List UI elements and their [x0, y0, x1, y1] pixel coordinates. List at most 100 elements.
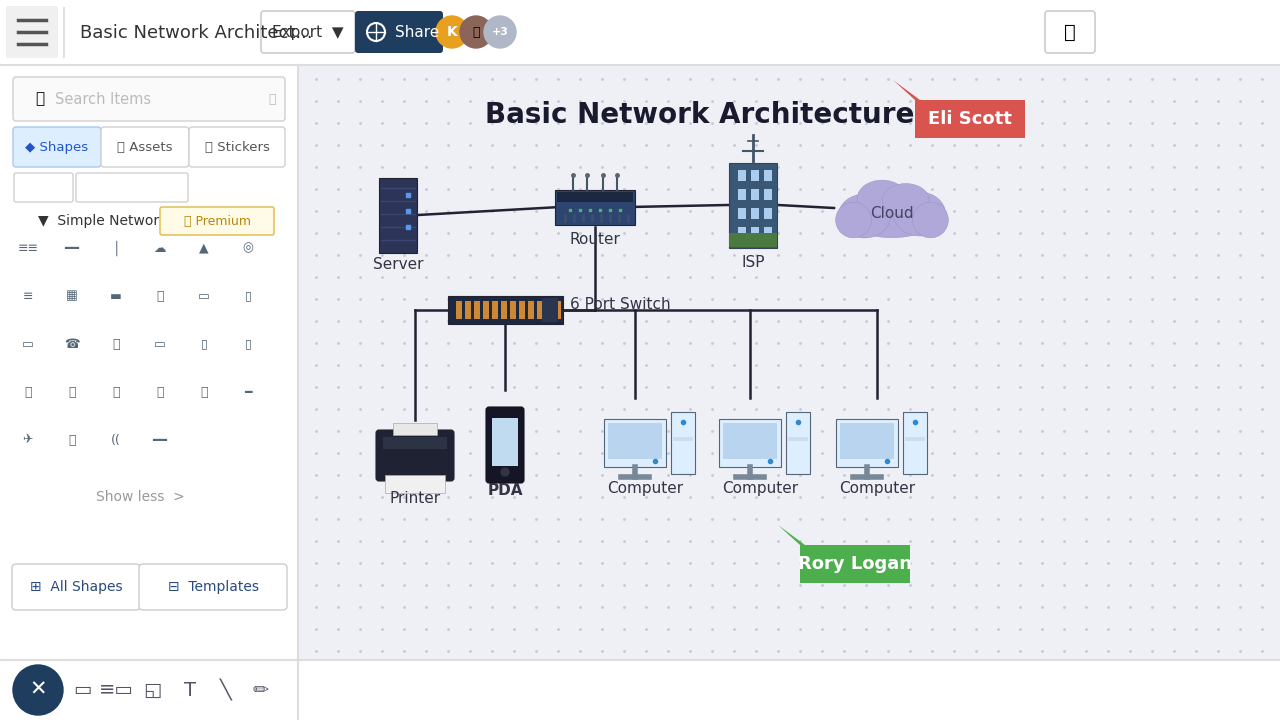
FancyBboxPatch shape: [379, 178, 417, 253]
FancyBboxPatch shape: [556, 301, 561, 319]
Text: ━━: ━━: [152, 433, 168, 446]
FancyBboxPatch shape: [0, 65, 298, 720]
Text: Basic Network Architecture: Basic Network Architecture: [485, 101, 915, 129]
Text: ⬛: ⬛: [68, 433, 76, 446]
Text: ISP: ISP: [741, 255, 764, 270]
Text: 6 Port Switch: 6 Port Switch: [570, 297, 671, 312]
FancyBboxPatch shape: [604, 419, 666, 467]
Text: K: K: [447, 25, 457, 39]
Text: 📱: 📱: [156, 385, 164, 398]
FancyBboxPatch shape: [492, 301, 498, 319]
FancyBboxPatch shape: [0, 660, 1280, 720]
Text: Share: Share: [396, 24, 439, 40]
FancyBboxPatch shape: [751, 189, 759, 200]
FancyBboxPatch shape: [140, 564, 287, 610]
Ellipse shape: [913, 202, 948, 238]
FancyBboxPatch shape: [902, 412, 927, 474]
Polygon shape: [893, 80, 920, 100]
FancyBboxPatch shape: [739, 227, 746, 238]
FancyBboxPatch shape: [764, 208, 772, 219]
Text: ▯: ▯: [201, 338, 207, 351]
Text: ((: ((: [111, 433, 120, 446]
Text: Search Items: Search Items: [55, 91, 151, 107]
Text: 📌: 📌: [269, 92, 275, 106]
Text: Export  ▼: Export ▼: [273, 24, 344, 40]
Text: ✕: ✕: [29, 680, 47, 700]
FancyBboxPatch shape: [739, 170, 746, 181]
FancyBboxPatch shape: [764, 227, 772, 238]
Ellipse shape: [893, 192, 946, 236]
Text: Rory Logan: Rory Logan: [797, 555, 911, 573]
FancyBboxPatch shape: [723, 423, 777, 459]
Circle shape: [500, 468, 509, 476]
FancyBboxPatch shape: [376, 430, 454, 481]
Text: ▲: ▲: [200, 241, 209, 254]
Text: Server: Server: [372, 257, 424, 272]
FancyBboxPatch shape: [840, 423, 893, 459]
Text: ━: ━: [244, 385, 252, 398]
Text: Printer: Printer: [389, 491, 440, 506]
Text: ✈: ✈: [23, 433, 33, 446]
FancyBboxPatch shape: [101, 127, 189, 167]
FancyBboxPatch shape: [764, 170, 772, 181]
Text: 🌐: 🌐: [156, 289, 164, 302]
FancyBboxPatch shape: [383, 437, 447, 449]
FancyBboxPatch shape: [474, 301, 480, 319]
Text: Computer: Computer: [722, 481, 797, 496]
Text: Basic Network Architect...: Basic Network Architect...: [79, 24, 312, 42]
Text: Computer: Computer: [838, 481, 915, 496]
FancyBboxPatch shape: [786, 412, 810, 474]
Ellipse shape: [882, 184, 929, 217]
Text: +3: +3: [492, 27, 508, 37]
FancyBboxPatch shape: [673, 437, 692, 441]
FancyBboxPatch shape: [730, 163, 777, 248]
Text: 🗂 Assets: 🗂 Assets: [118, 140, 173, 153]
FancyBboxPatch shape: [739, 189, 746, 200]
Text: Cloud: Cloud: [870, 205, 914, 220]
FancyBboxPatch shape: [529, 301, 534, 319]
Text: Eli Scott: Eli Scott: [928, 110, 1012, 128]
FancyBboxPatch shape: [76, 173, 188, 202]
FancyBboxPatch shape: [557, 192, 634, 202]
FancyBboxPatch shape: [739, 208, 746, 219]
FancyBboxPatch shape: [14, 173, 73, 202]
Text: ⊟  Templates: ⊟ Templates: [168, 580, 259, 594]
FancyBboxPatch shape: [915, 100, 1025, 138]
Text: ▯: ▯: [244, 338, 251, 351]
FancyBboxPatch shape: [189, 127, 285, 167]
Circle shape: [436, 16, 468, 48]
FancyBboxPatch shape: [509, 301, 516, 319]
Ellipse shape: [836, 202, 872, 238]
Circle shape: [13, 665, 63, 715]
FancyBboxPatch shape: [751, 208, 759, 219]
FancyBboxPatch shape: [719, 419, 781, 467]
Text: 💻: 💻: [24, 385, 32, 398]
Text: ✏: ✏: [253, 680, 269, 700]
FancyBboxPatch shape: [751, 227, 759, 238]
FancyBboxPatch shape: [547, 301, 552, 319]
Text: ▭: ▭: [22, 338, 33, 351]
FancyBboxPatch shape: [800, 545, 910, 583]
FancyBboxPatch shape: [556, 190, 635, 225]
FancyBboxPatch shape: [298, 65, 1280, 660]
Text: 💬: 💬: [1064, 22, 1076, 42]
Text: ╲: ╲: [220, 679, 232, 701]
Text: Computer: Computer: [607, 481, 684, 496]
FancyBboxPatch shape: [160, 207, 274, 235]
Text: Router: Router: [570, 232, 621, 247]
Text: ☎: ☎: [64, 338, 79, 351]
FancyBboxPatch shape: [518, 301, 525, 319]
FancyBboxPatch shape: [608, 423, 662, 459]
FancyBboxPatch shape: [393, 423, 436, 435]
Text: PDA: PDA: [488, 483, 522, 498]
FancyBboxPatch shape: [541, 298, 558, 322]
Text: ▯: ▯: [244, 289, 251, 302]
FancyBboxPatch shape: [905, 437, 925, 441]
FancyBboxPatch shape: [730, 233, 777, 247]
FancyBboxPatch shape: [492, 418, 518, 466]
Text: ▼  Simple Network: ▼ Simple Network: [38, 214, 168, 228]
Text: 🏢: 🏢: [113, 338, 120, 351]
Text: ▬: ▬: [110, 289, 122, 302]
FancyBboxPatch shape: [448, 296, 563, 324]
FancyBboxPatch shape: [764, 189, 772, 200]
